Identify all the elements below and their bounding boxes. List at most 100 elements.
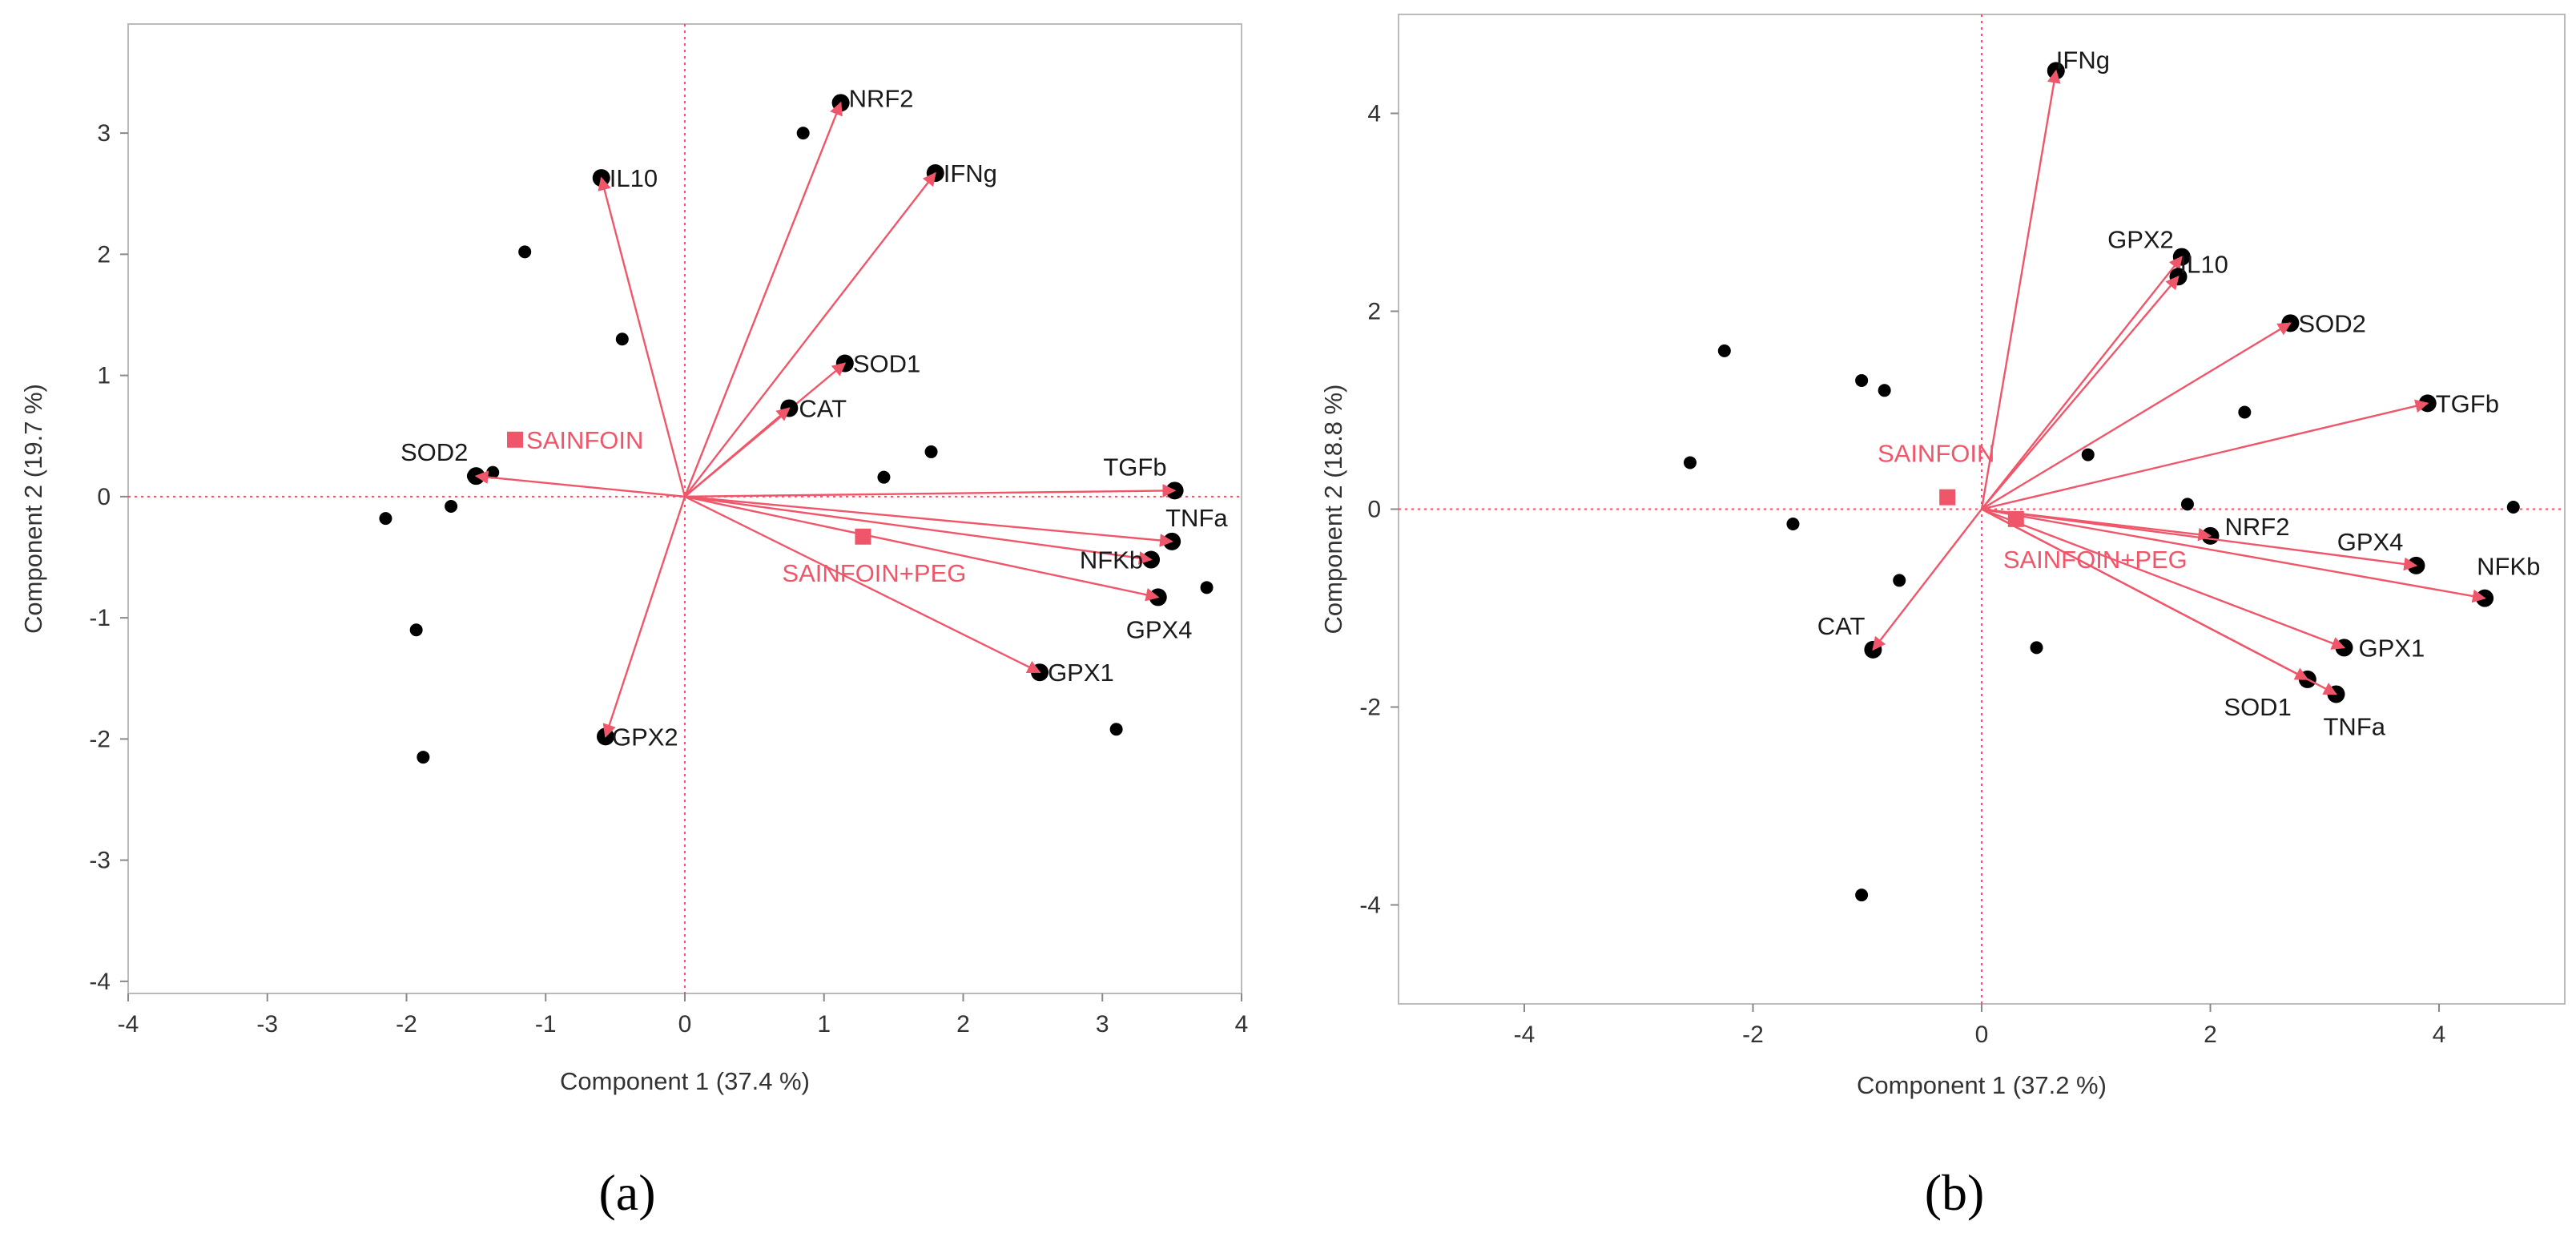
- score-point: [445, 499, 458, 513]
- x-tick-label: -2: [396, 1011, 417, 1038]
- y-tick-label: -4: [1359, 893, 1381, 919]
- loading-arrow: [1981, 508, 2337, 695]
- y-tick-label: 0: [97, 484, 111, 510]
- x-tick-label: -2: [1742, 1021, 1764, 1048]
- x-tick-label: -1: [535, 1011, 557, 1038]
- score-point: [1893, 574, 1906, 587]
- loading-label: TGFb: [2436, 389, 2499, 417]
- loading-arrow: [1981, 275, 2180, 510]
- score-point: [409, 623, 423, 637]
- score-point: [518, 245, 532, 259]
- loading-arrow: [684, 495, 1153, 565]
- loading-label: SOD1: [853, 350, 920, 378]
- group-marker: [2007, 510, 2024, 527]
- y-tick-label: 1: [97, 363, 111, 389]
- y-tick-label: -4: [89, 969, 111, 995]
- loading-label: IL10: [610, 164, 658, 192]
- x-axis-label: Component 1 (37.2 %): [1857, 1071, 2107, 1099]
- x-tick-label: -3: [256, 1011, 278, 1038]
- loading-arrow: [1981, 399, 2429, 510]
- loading-arrow: [598, 176, 686, 498]
- panel-label: (a): [598, 1164, 655, 1221]
- score-point: [1684, 456, 1697, 469]
- loading-arrow: [684, 407, 791, 498]
- x-tick-label: 3: [1096, 1011, 1109, 1038]
- group-marker: [507, 431, 524, 448]
- group-marker: [1939, 489, 1956, 506]
- loading-label: GPX2: [612, 723, 678, 751]
- y-tick-label: -2: [89, 726, 111, 752]
- y-tick-label: 0: [1367, 497, 1381, 523]
- x-tick-label: 4: [1235, 1011, 1249, 1038]
- group-label: SAINFOIN: [526, 426, 643, 454]
- loading-arrow: [1981, 508, 2486, 603]
- y-axis-label: Component 2 (18.8 %): [1319, 385, 1347, 635]
- score-point: [1786, 518, 1800, 531]
- loading-label: SOD1: [2224, 693, 2291, 721]
- y-tick-label: 2: [97, 241, 111, 268]
- loading-arrow: [1872, 508, 1982, 651]
- group-label: SAINFOIN: [1878, 440, 1994, 468]
- score-point: [1878, 384, 1891, 397]
- loading-arrow: [1981, 322, 2292, 510]
- loading-arrow: [684, 484, 1177, 498]
- score-point: [615, 332, 629, 346]
- x-tick-label: 0: [678, 1011, 692, 1038]
- loading-arrow: [1981, 508, 2418, 571]
- loading-label: GPX1: [1048, 659, 1114, 687]
- x-tick-label: 1: [817, 1011, 831, 1038]
- y-tick-label: 3: [97, 120, 111, 147]
- group-marker: [855, 528, 871, 545]
- x-axis-label: Component 1 (37.4 %): [560, 1067, 810, 1095]
- loading-label: NRF2: [849, 84, 914, 112]
- loading-label: GPX4: [2337, 528, 2404, 556]
- loading-arrow: [684, 495, 1160, 602]
- loading-label: SOD2: [2298, 309, 2365, 337]
- plot-frame: [127, 23, 1242, 994]
- score-point: [796, 127, 810, 140]
- group-label: SAINFOIN+PEG: [2003, 546, 2188, 574]
- loading-label: NRF2: [2224, 513, 2289, 541]
- loading-label: IFNg: [944, 159, 997, 187]
- y-tick-label: -2: [1359, 695, 1381, 721]
- loading-label: SOD2: [400, 438, 468, 466]
- loading-arrow: [684, 171, 936, 498]
- score-point: [2238, 405, 2252, 419]
- loading-label: NFKb: [1080, 546, 1143, 574]
- score-point: [1109, 723, 1123, 736]
- score-point: [1855, 888, 1869, 902]
- chart-panel-a: -4 -3 -2 -1 0 1 2 3 4 -4 -3 -2 -1 0 1 2 3 Component 1 (37…: [19, 23, 1249, 1221]
- x-tick-label: 2: [956, 1011, 970, 1038]
- loading-arrow: [684, 495, 1041, 674]
- loading-arrow: [684, 495, 1173, 547]
- x-tick-label: -4: [1514, 1021, 1536, 1048]
- loading-point: [2418, 394, 2437, 413]
- score-point: [1855, 373, 1869, 387]
- loading-label: NFKb: [2477, 553, 2540, 581]
- loading-label: GPX1: [2359, 634, 2425, 662]
- score-point: [2081, 448, 2095, 461]
- loading-label: TGFb: [1103, 453, 1166, 481]
- x-tick-label: 0: [1975, 1021, 1989, 1048]
- score-point: [1200, 581, 1214, 594]
- loading-arrow: [1980, 69, 2061, 510]
- x-tick-label: 4: [2433, 1021, 2446, 1048]
- y-axis-label: Component 2 (19.7 %): [19, 384, 47, 634]
- score-point: [2180, 498, 2194, 511]
- loading-arrow: [602, 496, 686, 738]
- loading-label: GPX2: [2107, 226, 2174, 254]
- score-point: [1717, 344, 1731, 357]
- score-point: [486, 465, 500, 479]
- score-point: [417, 751, 430, 764]
- y-tick-label: -3: [89, 848, 111, 874]
- loading-arrow: [1981, 508, 2346, 650]
- y-tick-label: -1: [89, 605, 111, 631]
- loading-label: IL10: [2180, 250, 2228, 278]
- loading-label: TNFa: [1165, 504, 1228, 532]
- loading-arrow: [683, 101, 843, 498]
- loading-label: TNFa: [2324, 712, 2386, 740]
- score-point: [2030, 641, 2043, 655]
- score-point: [877, 470, 891, 484]
- score-point: [379, 512, 392, 526]
- loading-label: CAT: [799, 394, 847, 422]
